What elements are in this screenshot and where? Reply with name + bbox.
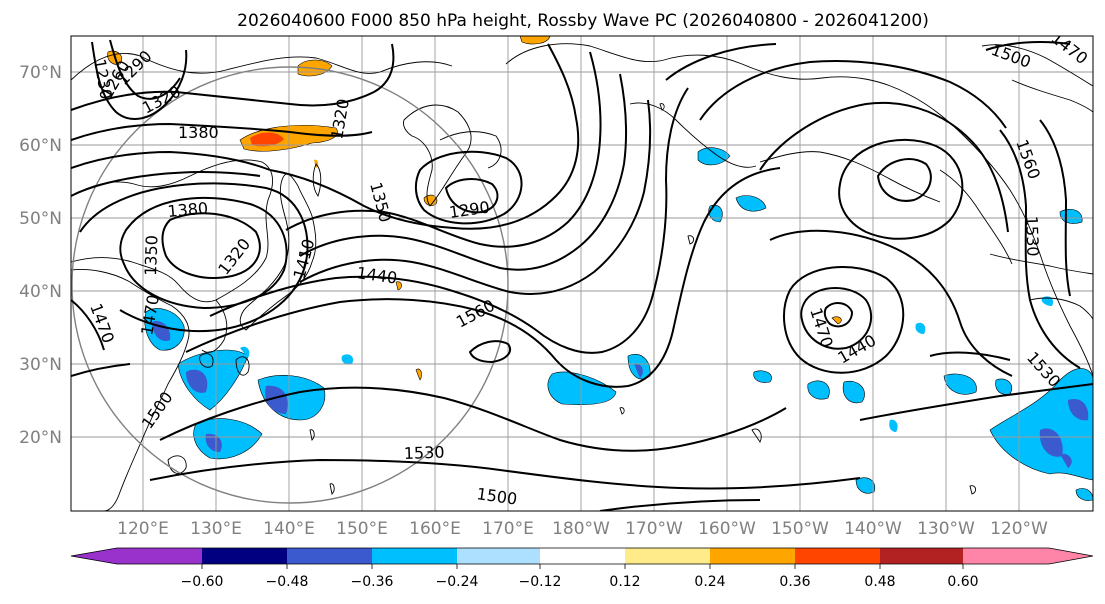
- contour-label: 1530: [1022, 215, 1042, 256]
- height-contours: [71, 39, 1093, 511]
- colorbar-segment: [710, 548, 795, 564]
- lon-label: 140°E: [263, 519, 315, 539]
- colorbar-segment: [287, 548, 372, 564]
- lon-label: 140°W: [844, 519, 902, 539]
- contour-label: 1530: [403, 443, 444, 463]
- contour-label: 1380: [167, 199, 209, 221]
- longitude-labels: 120°E 130°E 140°E 150°E 160°E 170°E 180°…: [117, 519, 1048, 539]
- colorbar-ticks: [201, 564, 964, 569]
- colorbar-tick-label: −0.48: [266, 574, 309, 590]
- colorbar-segment: [540, 548, 625, 564]
- lon-label: 150°W: [771, 519, 829, 539]
- lon-label: 150°E: [336, 519, 388, 539]
- lat-label: 50°N: [19, 209, 62, 229]
- colorbar-segment: [202, 548, 287, 564]
- colorbar-segment: [117, 548, 202, 564]
- colorbar-tick-label: 0.12: [609, 574, 640, 590]
- coastlines: [71, 43, 1093, 511]
- contour-label: 1350: [141, 235, 161, 276]
- lon-label: 130°W: [917, 519, 975, 539]
- range-ring: [71, 66, 509, 504]
- lat-label: 40°N: [19, 282, 62, 302]
- lat-label: 60°N: [19, 136, 62, 156]
- lon-label: 130°E: [190, 519, 242, 539]
- lon-label: 160°E: [409, 519, 461, 539]
- lon-label: 170°E: [482, 519, 534, 539]
- colorbar-outline: [70, 547, 1094, 565]
- colorbar-extend-high: [1049, 548, 1093, 564]
- map-area: 1230 1260 1290 1320 1320 1380 1380 1350 …: [71, 36, 1093, 511]
- latitude-labels: 70°N 60°N 50°N 40°N 30°N 20°N: [19, 63, 62, 448]
- colorbar-tick-label: −0.36: [351, 574, 394, 590]
- colorbar-tick-label: −0.24: [436, 574, 479, 590]
- colorbar: −0.60 −0.48 −0.36 −0.24 −0.12 0.12 0.24 …: [70, 547, 1094, 590]
- colorbar-segment: [795, 548, 880, 564]
- colorbar-tick-label: −0.12: [519, 574, 562, 590]
- colorbar-segment: [457, 548, 540, 564]
- colorbar-segment: [625, 548, 710, 564]
- lat-label: 30°N: [19, 355, 62, 375]
- chart-title: 2026040600 F000 850 hPa height, Rossby W…: [237, 11, 929, 31]
- lon-label: 160°W: [698, 519, 756, 539]
- colorbar-tick-label: 0.60: [947, 574, 978, 590]
- lon-label: 120°W: [990, 519, 1048, 539]
- colorbar-segment: [963, 548, 1049, 564]
- lon-label: 170°W: [625, 519, 683, 539]
- colorbar-tick-labels: −0.60 −0.48 −0.36 −0.24 −0.12 0.12 0.24 …: [181, 574, 979, 590]
- colorbar-segment: [880, 548, 963, 564]
- contour-label: 1380: [178, 123, 219, 142]
- lon-label: 180°W: [552, 519, 610, 539]
- lat-label: 20°N: [19, 428, 62, 448]
- colorbar-tick-label: 0.24: [694, 574, 725, 590]
- colorbar-segment: [372, 548, 457, 564]
- map-frame: [70, 35, 1094, 512]
- colorbar-tick-label: 0.48: [864, 574, 895, 590]
- lon-label: 120°E: [117, 519, 169, 539]
- colorbar-tick-label: −0.60: [181, 574, 224, 590]
- lat-label: 70°N: [19, 63, 62, 83]
- colorbar-tick-label: 0.36: [779, 574, 810, 590]
- colorbar-extend-low: [71, 548, 117, 564]
